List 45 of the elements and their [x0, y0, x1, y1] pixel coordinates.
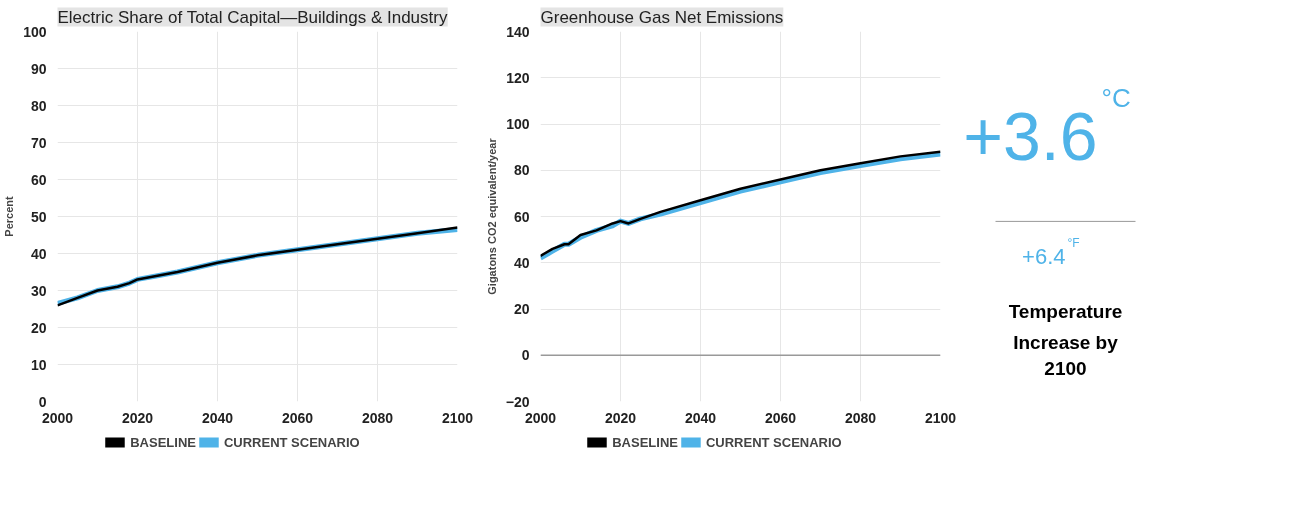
legend-label: CURRENT SCENARIO	[223, 434, 360, 450]
y-axis-title: Percent	[3, 195, 16, 237]
chart-title: Greenhouse Gas Net Emissions	[540, 7, 784, 27]
x-tick-label: 2020	[121, 409, 154, 426]
text: +3.6	[963, 98, 1098, 175]
y-tick-label: 60	[513, 208, 530, 225]
chart-title: Electric Share of Total Capital—Buildings & Industry	[57, 7, 448, 27]
y-tick-label: 40	[513, 254, 530, 271]
x-tick-label: 2020	[604, 409, 637, 426]
y-tick-label: 140	[506, 23, 530, 40]
x-tick-label: 2000	[41, 409, 74, 426]
text: °C	[1101, 83, 1131, 114]
text: Temperature Increase by 2100	[1008, 301, 1123, 380]
y-tick-label: 20	[30, 319, 47, 336]
y-tick-label: 90	[30, 60, 47, 77]
y-tick-label: 80	[30, 97, 47, 114]
y-axis-title: Gigatons CO2 equivalent/year	[485, 137, 498, 295]
x-tick-label: 2040	[201, 409, 234, 426]
x-tick-label: 2080	[844, 409, 877, 426]
y-tick-label: 70	[30, 134, 47, 151]
x-tick-label: 2060	[764, 409, 797, 426]
y-tick-label: 0	[38, 393, 47, 410]
x-tick-label: 2000	[524, 409, 557, 426]
text: +6.4	[1022, 243, 1066, 269]
text: °F	[1067, 235, 1080, 250]
y-tick-label: 30	[30, 282, 47, 299]
y-tick-label: 0	[521, 347, 530, 364]
x-tick-label: 2100	[441, 409, 474, 426]
y-tick-label: 20	[513, 301, 530, 317]
x-tick-label: 2060	[281, 409, 314, 426]
y-tick-label: 120	[506, 69, 530, 86]
y-tick-label: 50	[30, 208, 47, 225]
y-tick-label: 80	[513, 162, 530, 179]
x-tick-label: 2080	[361, 409, 394, 426]
y-tick-label: 10	[30, 356, 47, 373]
y-tick-label: 60	[30, 171, 47, 188]
y-tick-label: 100	[506, 116, 530, 132]
y-tick-label: 100	[23, 23, 47, 40]
x-tick-label: 2100	[924, 409, 957, 426]
x-tick-label: 2040	[684, 409, 717, 426]
legend-label: CURRENT SCENARIO	[705, 434, 842, 450]
y-tick-label: −20	[505, 393, 530, 410]
legend-label: BASELINE	[130, 434, 196, 450]
legend-label: BASELINE	[612, 434, 678, 450]
y-tick-label: 40	[30, 245, 47, 262]
